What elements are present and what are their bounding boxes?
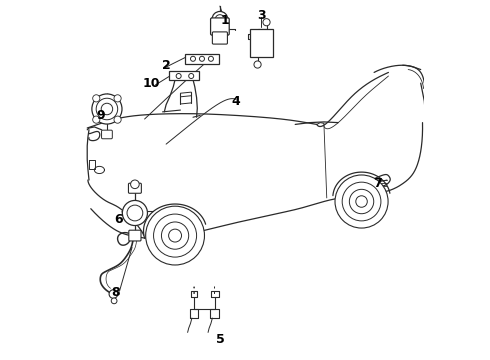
FancyBboxPatch shape — [250, 29, 272, 57]
Circle shape — [356, 196, 368, 207]
FancyBboxPatch shape — [185, 54, 219, 64]
FancyBboxPatch shape — [128, 183, 141, 193]
Circle shape — [96, 98, 118, 120]
Circle shape — [208, 56, 214, 61]
Circle shape — [161, 222, 189, 249]
Circle shape — [191, 56, 196, 61]
Circle shape — [114, 116, 121, 123]
Circle shape — [122, 201, 147, 226]
Circle shape — [342, 182, 381, 221]
Text: 4: 4 — [232, 95, 241, 108]
Circle shape — [335, 175, 388, 228]
Circle shape — [215, 15, 224, 24]
Circle shape — [254, 61, 261, 68]
Circle shape — [101, 103, 113, 115]
Text: 1: 1 — [221, 14, 230, 27]
Circle shape — [127, 205, 143, 221]
Circle shape — [146, 206, 204, 265]
Circle shape — [131, 180, 139, 189]
Text: 9: 9 — [97, 109, 105, 122]
Circle shape — [349, 189, 374, 214]
Circle shape — [153, 214, 196, 257]
FancyBboxPatch shape — [169, 71, 199, 80]
Text: 8: 8 — [112, 287, 120, 300]
Circle shape — [176, 73, 181, 78]
FancyBboxPatch shape — [101, 130, 112, 139]
Circle shape — [263, 19, 270, 26]
Circle shape — [114, 95, 121, 102]
Text: 2: 2 — [162, 59, 171, 72]
FancyBboxPatch shape — [211, 18, 229, 35]
Text: 7: 7 — [373, 177, 382, 190]
FancyBboxPatch shape — [129, 230, 141, 241]
Circle shape — [93, 95, 100, 102]
Circle shape — [109, 290, 118, 298]
Circle shape — [189, 73, 194, 78]
Circle shape — [169, 229, 181, 242]
Circle shape — [93, 116, 100, 123]
FancyBboxPatch shape — [212, 32, 227, 44]
Circle shape — [212, 12, 228, 27]
Text: 10: 10 — [143, 77, 161, 90]
Text: 3: 3 — [257, 9, 266, 22]
Circle shape — [92, 94, 122, 124]
Text: 6: 6 — [115, 213, 123, 226]
Circle shape — [199, 56, 204, 61]
Text: 5: 5 — [216, 333, 224, 346]
Circle shape — [111, 298, 117, 304]
